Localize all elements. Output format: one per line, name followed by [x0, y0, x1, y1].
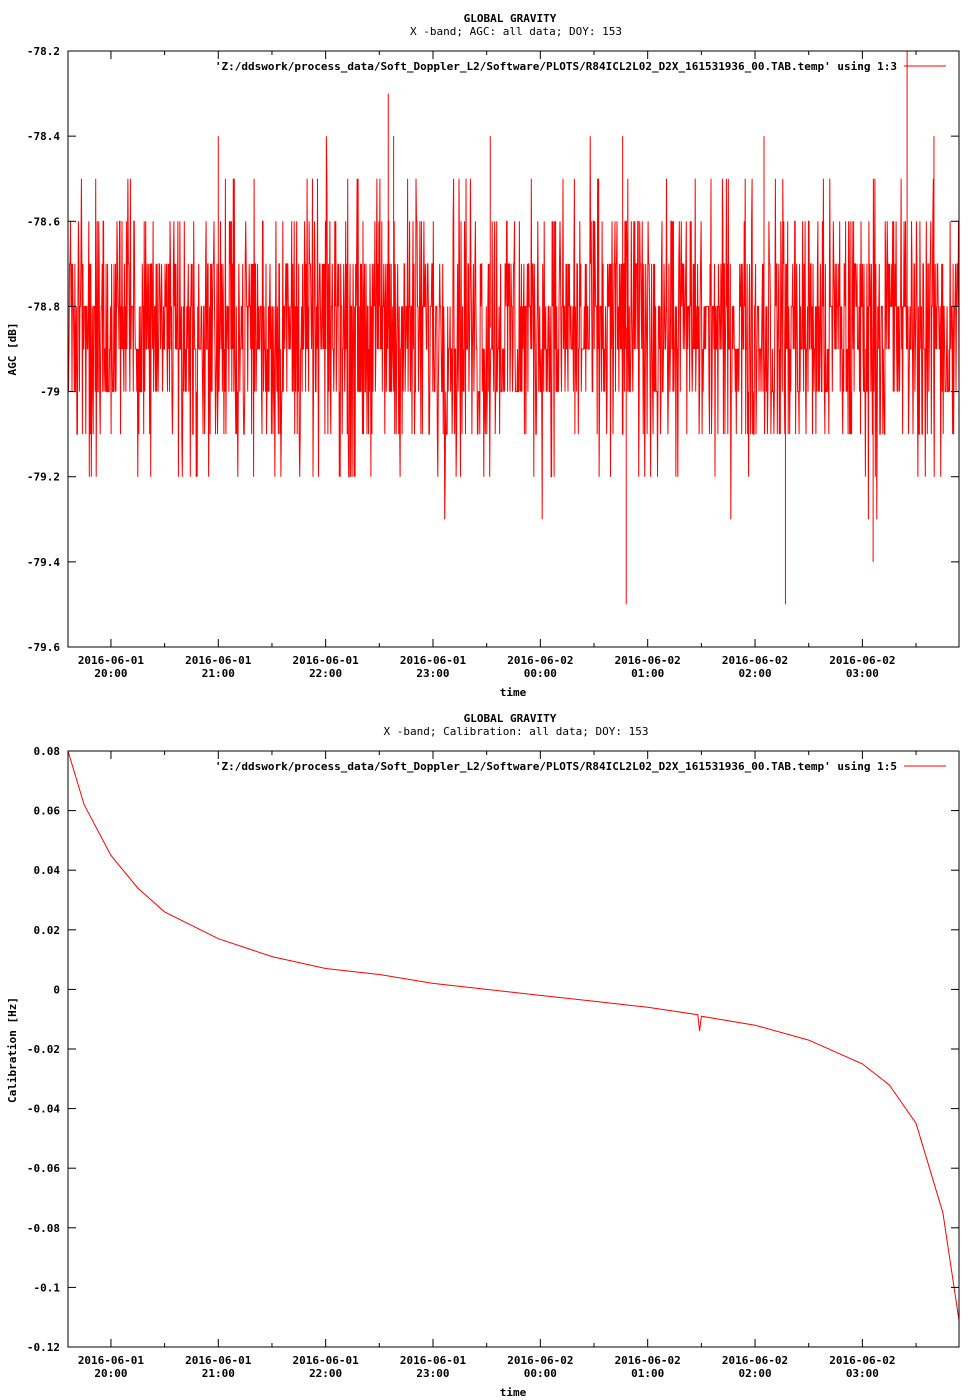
x-tick-label-time: 03:00 — [846, 667, 879, 680]
y-axis-label: Calibration [Hz] — [6, 997, 19, 1103]
x-tick-label-time: 20:00 — [94, 1367, 127, 1380]
y-tick-label: -79.6 — [27, 641, 60, 654]
chart-subtitle: X -band; Calibration: all data; DOY: 153 — [384, 725, 649, 738]
x-tick-label-date: 2016-06-01 — [78, 1354, 145, 1367]
y-tick-label: -79.2 — [27, 471, 60, 484]
y-tick-label: -78.4 — [27, 130, 60, 143]
x-tick-label-time: 20:00 — [94, 667, 127, 680]
tick-layer: 0.08 0.06 0.04 0.02 0 -0.02 -0.04 -0.06 -0.08 -0.… — [27, 745, 959, 1380]
chart-title: GLOBAL GRAVITY — [464, 12, 557, 25]
x-tick-label-time: 02:00 — [738, 1367, 771, 1380]
x-tick-label-time: 23:00 — [416, 667, 449, 680]
x-tick-label-time: 01:00 — [631, 1367, 664, 1380]
y-tick-label: 0.06 — [34, 805, 61, 818]
legend: 'Z:/ddswork/process_data/Soft_Doppler_L2… — [215, 760, 946, 773]
plot-area-frame — [67, 750, 960, 1348]
x-tick-label-date: 2016-06-01 — [293, 654, 360, 667]
y-tick-label: -0.02 — [27, 1043, 60, 1056]
y-tick-label: 0.02 — [34, 924, 61, 937]
x-tick-label-time: 01:00 — [631, 667, 664, 680]
x-axis-label: time — [500, 686, 527, 699]
y-tick-label: 0.08 — [34, 745, 61, 758]
x-tick-label-time: 00:00 — [524, 667, 557, 680]
x-tick-label-date: 2016-06-01 — [293, 1354, 360, 1367]
x-tick-label-date: 2016-06-01 — [185, 654, 252, 667]
legend-label: 'Z:/ddswork/process_data/Soft_Doppler_L2… — [215, 760, 897, 773]
series-line — [67, 136, 960, 520]
x-tick-label-date: 2016-06-01 — [400, 1354, 467, 1367]
calibration-chart: GLOBAL GRAVITY X -band; Calibration: all… — [6, 712, 960, 1399]
x-tick-label-date: 2016-06-02 — [722, 654, 788, 667]
x-tick-label-time: 03:00 — [846, 1367, 879, 1380]
x-tick-label-date: 2016-06-02 — [829, 654, 895, 667]
y-tick-label: 0.04 — [34, 864, 61, 877]
legend-label: 'Z:/ddswork/process_data/Soft_Doppler_L2… — [215, 60, 897, 73]
legend: 'Z:/ddswork/process_data/Soft_Doppler_L2… — [215, 60, 946, 73]
y-tick-label: -0.04 — [27, 1103, 60, 1116]
y-tick-label: -0.12 — [27, 1341, 60, 1354]
y-tick-label: -79 — [40, 386, 60, 399]
y-tick-label: -78.2 — [27, 45, 60, 58]
agc-chart: GLOBAL GRAVITY X -band; AGC: all data; D… — [6, 12, 960, 699]
series-layer — [67, 51, 960, 605]
y-tick-label: -78.8 — [27, 300, 60, 313]
x-tick-label-date: 2016-06-01 — [78, 654, 145, 667]
y-tick-label: -0.06 — [27, 1162, 60, 1175]
tick-layer: -78.2 -78.4 -78.6 -78.8 -79 -79.2 -79.4 -79.6 20… — [27, 45, 959, 680]
x-tick-label-date: 2016-06-02 — [507, 1354, 573, 1367]
x-tick-label-time: 22:00 — [309, 1367, 342, 1380]
plot-area-frame — [67, 50, 960, 648]
y-tick-label: -0.1 — [34, 1281, 61, 1294]
x-tick-label-date: 2016-06-02 — [507, 654, 573, 667]
y-tick-label: -78.6 — [27, 215, 60, 228]
x-tick-label-date: 2016-06-02 — [615, 654, 681, 667]
y-tick-label: -79.4 — [27, 556, 60, 569]
chart-subtitle: X -band; AGC: all data; DOY: 153 — [410, 25, 622, 38]
y-axis-label: AGC [dB] — [6, 323, 19, 376]
x-tick-label-date: 2016-06-02 — [615, 1354, 681, 1367]
x-tick-label-time: 00:00 — [524, 1367, 557, 1380]
x-tick-label-time: 23:00 — [416, 1367, 449, 1380]
y-tick-label: 0 — [53, 983, 60, 996]
x-axis-label: time — [500, 1386, 527, 1399]
x-tick-label-time: 21:00 — [202, 667, 235, 680]
series-layer — [67, 750, 960, 1321]
x-tick-label-date: 2016-06-02 — [722, 1354, 788, 1367]
x-tick-label-date: 2016-06-02 — [829, 1354, 895, 1367]
chart-title: GLOBAL GRAVITY — [464, 712, 557, 725]
x-tick-label-time: 02:00 — [738, 667, 771, 680]
x-tick-label-date: 2016-06-01 — [400, 654, 467, 667]
series-line — [67, 750, 960, 1321]
x-tick-label-time: 21:00 — [202, 1367, 235, 1380]
x-tick-label-time: 22:00 — [309, 667, 342, 680]
y-tick-label: -0.08 — [27, 1222, 60, 1235]
x-tick-label-date: 2016-06-01 — [185, 1354, 252, 1367]
